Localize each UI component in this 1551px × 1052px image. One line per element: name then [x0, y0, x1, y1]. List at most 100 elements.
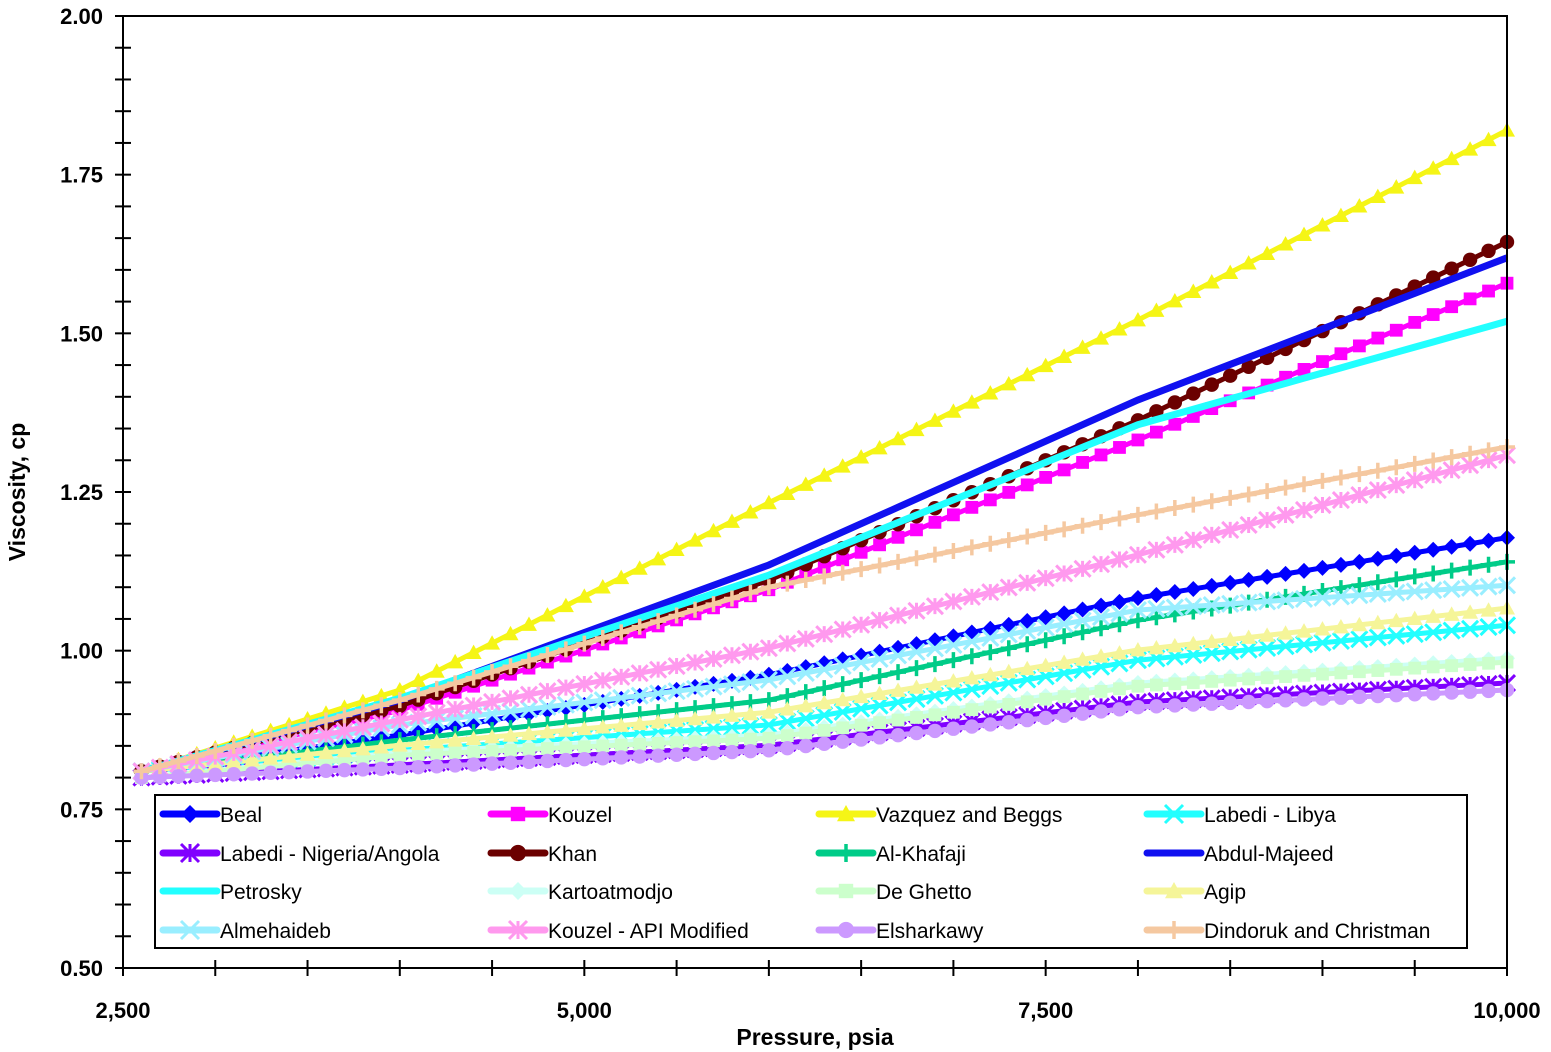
data-point: [1479, 577, 1498, 596]
data-point: [870, 649, 889, 668]
data-point: [504, 743, 517, 757]
data-point: [649, 660, 668, 679]
data-point: [152, 769, 168, 785]
data-point: [1002, 698, 1016, 711]
legend-label: Petrosky: [220, 881, 302, 904]
data-point: [391, 692, 408, 709]
data-point: [1185, 283, 1202, 298]
data-point: [1018, 621, 1037, 641]
data-point: [817, 724, 831, 737]
data-point: [594, 630, 611, 647]
legend-label: Al-Khafaji: [876, 843, 966, 866]
data-point: [1462, 535, 1479, 552]
data-point: [1242, 672, 1256, 686]
data-point: [1186, 676, 1200, 689]
data-point: [225, 753, 242, 769]
data-point: [1221, 642, 1240, 661]
data-point: [1129, 642, 1146, 657]
series-agip: [133, 600, 1515, 778]
data-point: [852, 653, 871, 672]
data-point: [1222, 631, 1239, 646]
data-point: [262, 727, 279, 744]
data-point: [428, 680, 445, 697]
data-point: [538, 682, 557, 701]
data-point: [1481, 683, 1496, 699]
data-point: [816, 694, 833, 710]
data-point: [1276, 505, 1295, 525]
data-point: [613, 569, 630, 585]
data-point: [835, 734, 850, 749]
data-point: [1426, 308, 1440, 321]
data-point: [759, 715, 778, 734]
data-point: [1314, 217, 1331, 232]
data-point: [779, 485, 796, 501]
data-point: [1240, 571, 1257, 588]
data-point: [1093, 704, 1109, 719]
data-point: [356, 752, 370, 765]
data-point: [908, 679, 925, 694]
data-point: [613, 717, 630, 732]
data-point: [354, 740, 371, 756]
data-point: [838, 883, 854, 899]
data-point: [927, 723, 943, 739]
data-point: [649, 684, 668, 703]
data-point: [1369, 574, 1386, 591]
data-point: [1388, 571, 1405, 588]
data-point: [244, 752, 261, 767]
data-point: [373, 687, 390, 703]
data-point: [705, 522, 722, 538]
data-point: [945, 652, 962, 669]
data-point: [816, 467, 833, 482]
data-point: [1296, 562, 1313, 579]
data-point: [1019, 636, 1036, 653]
data-point: [817, 560, 831, 574]
data-point: [853, 732, 869, 747]
data-point: [707, 734, 720, 748]
data-point: [760, 704, 777, 719]
data-point: [650, 748, 666, 763]
data-point: [1296, 476, 1313, 493]
data-point: [981, 583, 1000, 602]
data-point: [983, 493, 997, 507]
legend-item: Vazquez and Beggs: [815, 804, 1062, 827]
data-point: [853, 688, 870, 704]
data-point: [1018, 573, 1037, 592]
data-point: [509, 882, 527, 900]
data-point: [944, 592, 963, 611]
data-point: [779, 701, 796, 716]
y-axis-title: Viscosity, cp: [4, 423, 30, 562]
data-point: [557, 641, 574, 658]
data-point: [1296, 226, 1313, 242]
data-point: [908, 550, 925, 567]
data-point: [1185, 496, 1202, 513]
x-tick-label: 10,000: [1473, 998, 1540, 1023]
data-point: [854, 545, 868, 559]
data-point: [1331, 587, 1350, 606]
data-point: [1294, 635, 1314, 654]
data-point: [1294, 500, 1314, 520]
data-point: [594, 579, 611, 594]
data-point: [372, 714, 391, 733]
data-point: [1039, 692, 1053, 706]
data-point: [1352, 689, 1367, 705]
data-point: [465, 730, 482, 746]
data-point: [556, 678, 575, 697]
data-point: [705, 709, 722, 724]
x-tick-label: 2,500: [95, 998, 150, 1023]
data-point: [428, 663, 445, 678]
data-point: [836, 721, 850, 735]
data-point: [963, 648, 980, 665]
data-point: [1371, 331, 1385, 345]
data-point: [335, 721, 354, 740]
data-point: [779, 575, 796, 592]
data-point: [1222, 264, 1239, 279]
data-point: [1297, 363, 1311, 376]
data-point: [1444, 261, 1459, 276]
data-point: [1111, 616, 1128, 633]
data-point: [778, 634, 797, 653]
data-point: [1036, 618, 1055, 637]
data-point: [189, 768, 205, 783]
data-point: [1036, 569, 1055, 588]
data-point: [507, 919, 529, 941]
data-point: [687, 532, 704, 547]
